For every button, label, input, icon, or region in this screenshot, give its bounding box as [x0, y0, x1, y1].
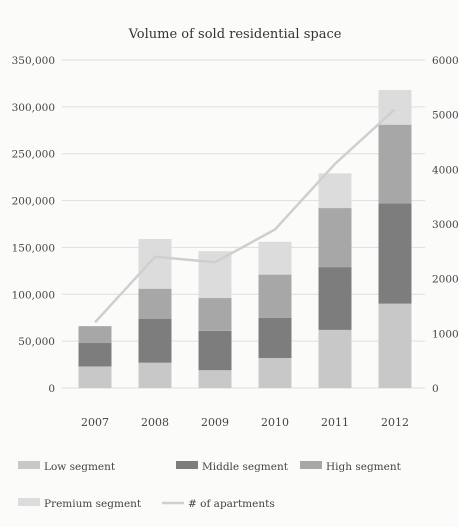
bar-middle-segment-2012	[378, 203, 412, 304]
bar-premium-segment-2008	[138, 238, 172, 289]
x-tick-label: 2010	[261, 416, 289, 429]
right-axis-tick-label: 2000	[432, 274, 459, 286]
right-axis-tick-label: 6000	[432, 55, 459, 67]
bar-low-segment-2011	[318, 329, 352, 388]
left-axis-ticks: 0 50,000 100,000 150,000 200,000 250,000 300,0…	[12, 55, 55, 395]
bars	[78, 89, 412, 388]
legend-swatch	[18, 461, 40, 469]
bar-middle-segment-2011	[318, 267, 352, 330]
bar-middle-segment-2007	[78, 343, 112, 367]
bar-middle-segment-2008	[138, 318, 172, 363]
bar-premium-segment-2011	[318, 173, 352, 209]
x-tick-label: 2012	[381, 416, 409, 429]
legend-label: # of apartments	[188, 498, 275, 510]
left-axis-tick-label: 0	[48, 383, 55, 395]
legend-swatch	[18, 498, 40, 506]
legend-label: Middle segment	[202, 461, 289, 473]
right-axis-tick-label: 4000	[432, 164, 459, 176]
legend-label: High segment	[326, 461, 402, 473]
legend: Low segment Middle segment High segment Pre…	[18, 461, 402, 510]
left-axis-tick-label: 250,000	[12, 149, 55, 161]
left-axis-tick-label: 200,000	[12, 196, 55, 208]
bar-middle-segment-2010	[258, 317, 292, 359]
x-tick-label: 2007	[81, 416, 109, 429]
chart-title: Volume of sold residential space	[128, 27, 342, 42]
bar-low-segment-2008	[138, 362, 172, 388]
legend-label: Low segment	[44, 461, 116, 473]
legend-swatch	[300, 461, 322, 469]
right-axis-ticks: 0 1000 2000 3000 4000 5000 6000	[432, 55, 459, 395]
bar-high-segment-2012	[378, 124, 412, 204]
bar-high-segment-2011	[318, 208, 352, 268]
left-axis-tick-label: 100,000	[12, 289, 55, 301]
x-tick-label: 2008	[141, 416, 169, 429]
right-axis-tick-label: 0	[432, 383, 439, 395]
right-axis-tick-label: 3000	[432, 219, 459, 231]
gridlines	[62, 59, 425, 389]
bar-premium-segment-2009	[198, 251, 232, 299]
x-tick-label: 2009	[201, 416, 229, 429]
bar-high-segment-2010	[258, 274, 292, 318]
bar-premium-segment-2010	[258, 241, 292, 275]
bar-low-segment-2010	[258, 358, 292, 388]
right-axis-tick-label: 5000	[432, 110, 459, 122]
bar-low-segment-2009	[198, 370, 232, 388]
x-tick-label: 2011	[321, 416, 349, 429]
apartments-line-group	[94, 108, 396, 324]
legend-swatch	[176, 461, 198, 469]
legend-label: Premium segment	[44, 498, 142, 510]
left-axis-tick-label: 150,000	[12, 242, 55, 254]
bar-low-segment-2012	[378, 303, 412, 388]
bar-high-segment-2009	[198, 298, 232, 331]
bar-low-segment-2007	[78, 366, 112, 388]
bar-high-segment-2008	[138, 288, 172, 319]
right-axis-tick-label: 1000	[432, 328, 459, 340]
left-axis-tick-label: 50,000	[18, 336, 55, 348]
left-axis-tick-label: 350,000	[12, 55, 55, 67]
bar-middle-segment-2009	[198, 330, 232, 371]
left-axis-tick-label: 300,000	[12, 102, 55, 114]
bar-high-segment-2007	[78, 326, 112, 344]
apartments-line	[94, 108, 396, 324]
x-axis-ticks: 2007 2008 2009 2010 2011 2012	[81, 416, 409, 429]
